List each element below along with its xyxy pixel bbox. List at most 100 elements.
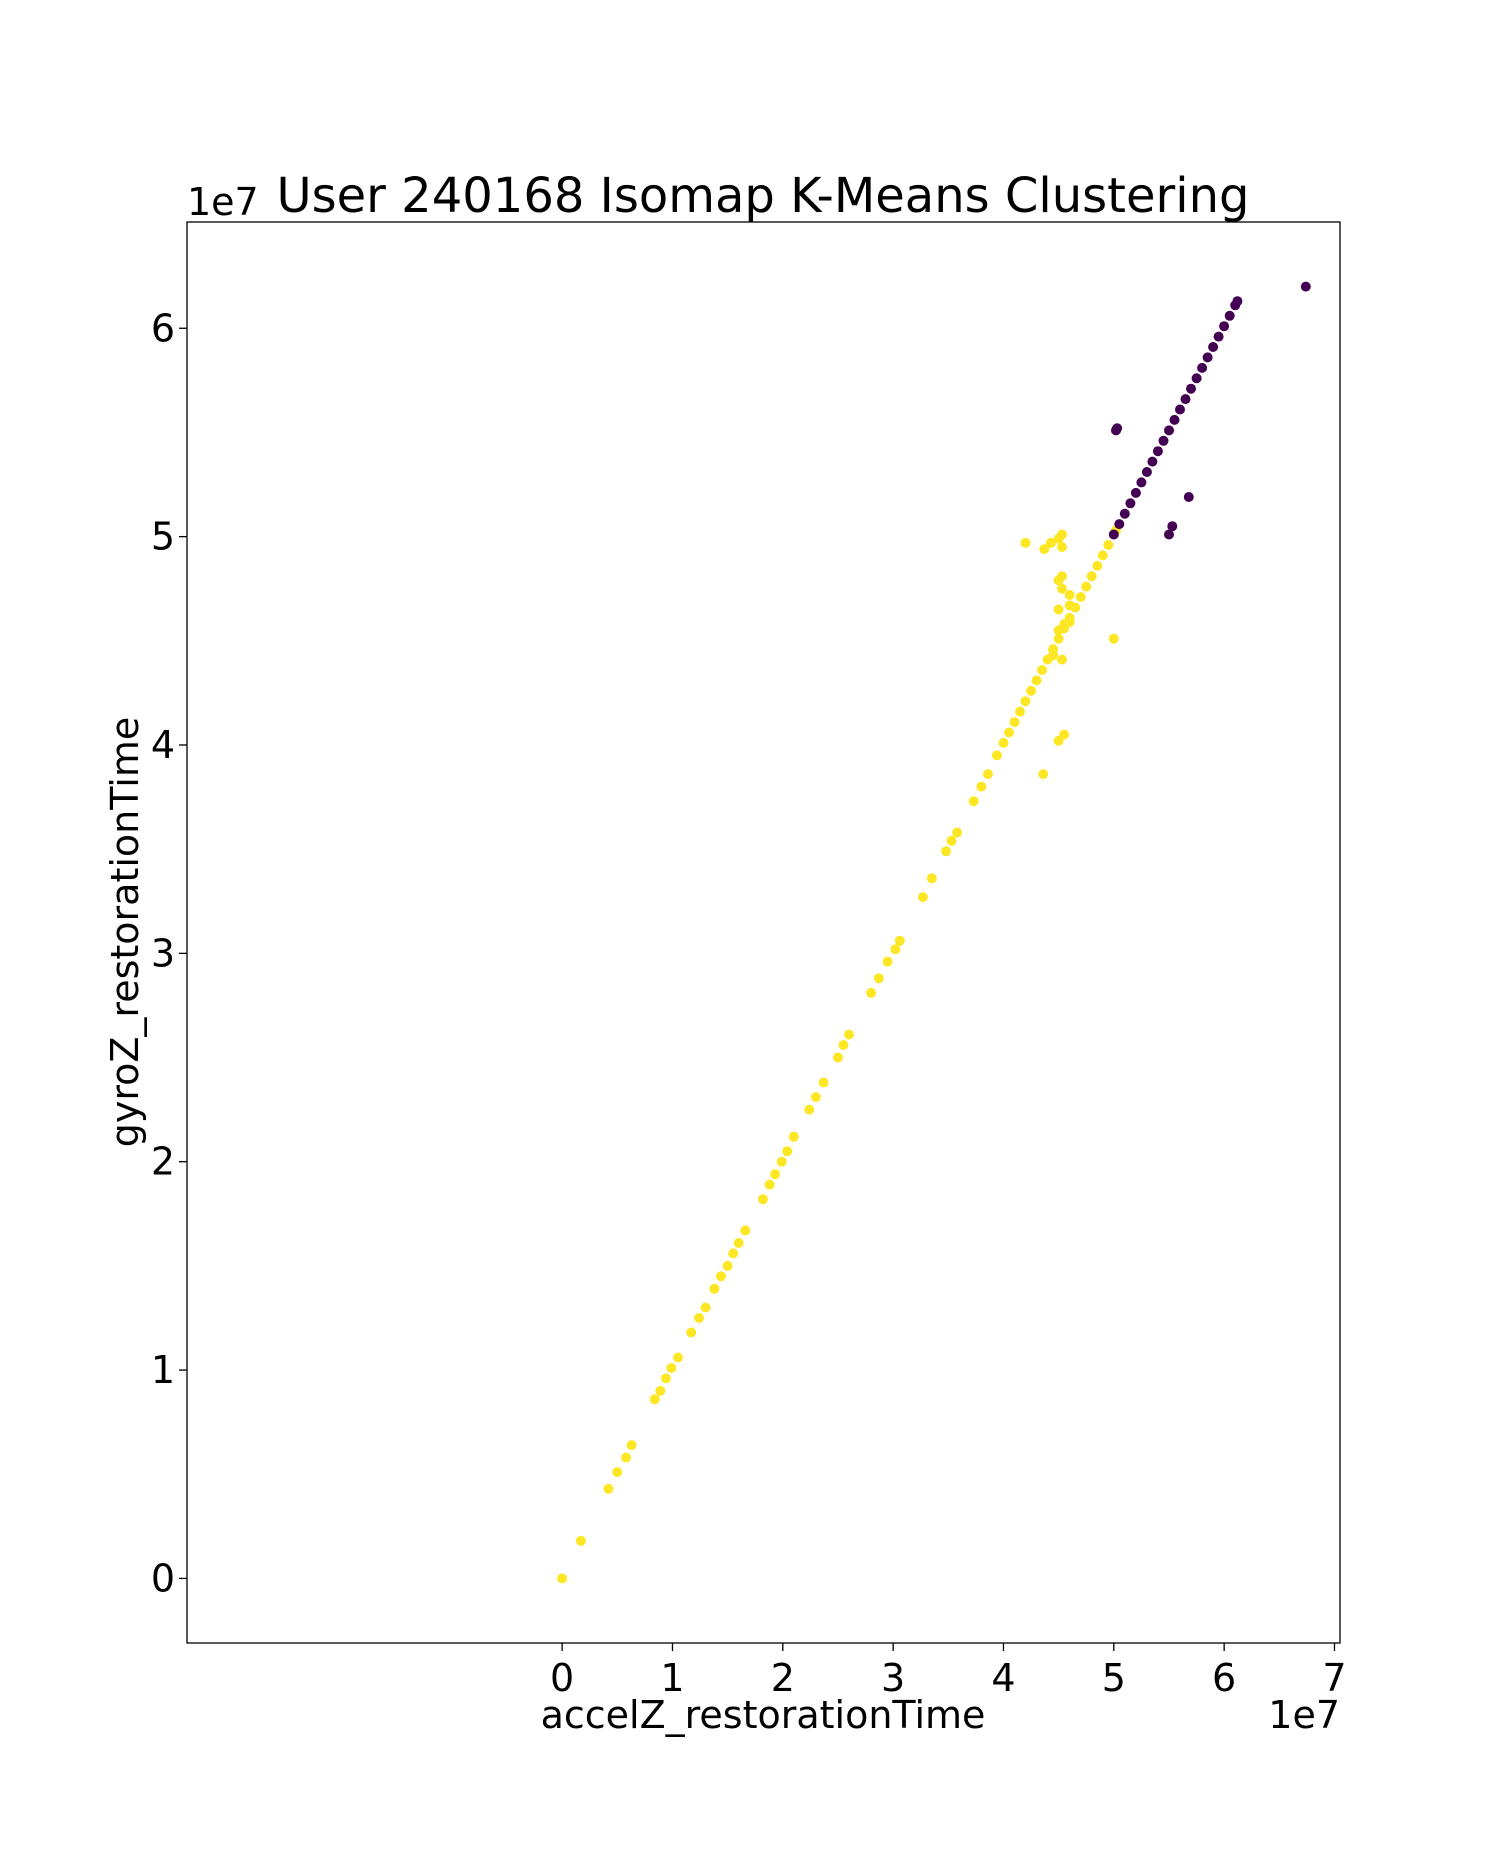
data-point-cluster-1	[1147, 456, 1158, 467]
data-point-cluster-1	[1108, 529, 1119, 540]
data-point-cluster-0	[1045, 537, 1056, 548]
x-tick-label: 2	[771, 1656, 795, 1700]
data-point-cluster-0	[1064, 617, 1075, 627]
data-point-cluster-1	[1112, 423, 1123, 434]
data-point-cluster-0	[810, 1092, 821, 1103]
data-point-cluster-0	[844, 1029, 854, 1040]
data-point-cluster-1	[1186, 383, 1196, 394]
data-point-cluster-0	[1057, 571, 1067, 582]
data-point-cluster-1	[1119, 508, 1130, 519]
data-point-cluster-1	[1213, 331, 1224, 342]
data-point-cluster-1	[1208, 342, 1219, 352]
data-point-cluster-1	[1141, 467, 1152, 477]
data-point-cluster-0	[575, 1535, 586, 1546]
data-point-cluster-0	[1064, 590, 1075, 600]
data-point-cluster-0	[764, 1179, 775, 1190]
y-tick-label: 2	[151, 1140, 175, 1184]
data-point-cluster-0	[952, 827, 963, 838]
data-point-cluster-0	[660, 1373, 671, 1384]
x-tick-label: 0	[550, 1656, 574, 1700]
x-tick-label: 6	[1212, 1656, 1236, 1700]
x-tick-label: 1	[660, 1656, 684, 1700]
data-point-cluster-0	[946, 835, 957, 846]
data-point-cluster-0	[1020, 537, 1031, 548]
axes-frame	[186, 221, 1341, 1644]
data-point-cluster-0	[1075, 592, 1086, 602]
data-point-cluster-0	[818, 1077, 829, 1088]
data-point-cluster-1	[1175, 404, 1185, 415]
data-point-cluster-0	[1059, 729, 1070, 740]
data-point-cluster-0	[1081, 581, 1092, 592]
data-point-cluster-0	[700, 1302, 711, 1313]
data-point-cluster-0	[1086, 571, 1097, 582]
data-point-cluster-0	[655, 1385, 666, 1396]
data-point-cluster-0	[926, 873, 937, 884]
data-point-cluster-1	[1224, 310, 1235, 321]
data-point-cluster-1	[1180, 394, 1191, 405]
data-point-cluster-1	[1114, 519, 1125, 530]
data-point-cluster-1	[1125, 498, 1136, 509]
data-point-cluster-0	[1020, 696, 1031, 707]
data-point-cluster-0	[722, 1260, 733, 1271]
data-point-cluster-0	[1092, 560, 1103, 571]
data-point-cluster-0	[894, 935, 905, 946]
data-point-cluster-1	[1164, 529, 1174, 540]
data-point-cluster-0	[716, 1271, 726, 1282]
data-point-cluster-0	[1064, 600, 1075, 611]
y-tick-label: 4	[151, 723, 175, 767]
data-point-cluster-0	[649, 1394, 660, 1405]
data-point-cluster-0	[770, 1169, 781, 1180]
x-axis-label: accelZ_restorationTime	[541, 1693, 986, 1737]
data-point-cluster-0	[890, 944, 901, 955]
data-point-cluster-0	[1015, 706, 1025, 717]
data-point-cluster-0	[866, 987, 877, 998]
data-point-cluster-0	[1031, 675, 1042, 686]
data-point-cluster-1	[1158, 435, 1169, 446]
data-point-cluster-0	[612, 1467, 623, 1478]
y-axis-multiplier: 1e7	[187, 180, 259, 224]
data-point-cluster-0	[1103, 540, 1114, 550]
points-layer	[557, 281, 1311, 1584]
data-point-cluster-0	[1004, 727, 1014, 738]
data-point-cluster-0	[621, 1452, 632, 1463]
data-point-cluster-1	[1130, 487, 1141, 498]
y-tick-label: 1	[151, 1348, 175, 1392]
y-axis-label: gyroZ_restorationTime	[103, 717, 147, 1148]
data-point-cluster-1	[1167, 521, 1178, 532]
x-axis-multiplier: 1e7	[1268, 1693, 1340, 1737]
data-point-cluster-0	[1038, 769, 1049, 780]
data-point-cluster-0	[1057, 542, 1067, 552]
data-point-cluster-0	[1037, 665, 1048, 675]
y-tick-label: 5	[151, 515, 175, 559]
data-point-cluster-0	[1057, 654, 1067, 665]
y-tick-label: 6	[151, 306, 175, 350]
data-point-cluster-0	[1108, 633, 1119, 644]
data-point-cluster-0	[740, 1225, 751, 1236]
data-point-cluster-0	[686, 1327, 697, 1338]
data-point-cluster-0	[991, 750, 1002, 761]
data-point-cluster-0	[1097, 550, 1108, 561]
data-point-cluster-1	[1183, 492, 1194, 502]
data-point-cluster-0	[728, 1248, 739, 1259]
data-point-cluster-0	[1057, 583, 1067, 594]
data-point-cluster-0	[1053, 633, 1064, 644]
data-point-cluster-0	[998, 737, 1009, 748]
data-point-cluster-1	[1219, 321, 1230, 332]
data-point-cluster-0	[757, 1194, 768, 1205]
data-point-cluster-0	[838, 1040, 849, 1050]
data-point-cluster-0	[804, 1104, 815, 1115]
data-point-cluster-0	[941, 846, 952, 857]
data-point-cluster-0	[557, 1573, 568, 1584]
data-point-cluster-1	[1197, 362, 1208, 373]
data-point-cluster-1	[1202, 352, 1213, 363]
data-point-cluster-1	[1152, 446, 1163, 457]
data-point-cluster-0	[666, 1363, 677, 1373]
data-point-cluster-1	[1191, 373, 1202, 384]
data-point-cluster-1	[1136, 477, 1147, 488]
ticks-layer: 0 1 2 3 4 5 6 7 0 1 2 3 4 5 6	[151, 306, 1347, 1700]
chart-title: User 240168 Isomap K-Means Clustering	[277, 168, 1250, 224]
data-point-cluster-1	[1164, 425, 1174, 436]
data-point-cluster-0	[917, 892, 928, 903]
